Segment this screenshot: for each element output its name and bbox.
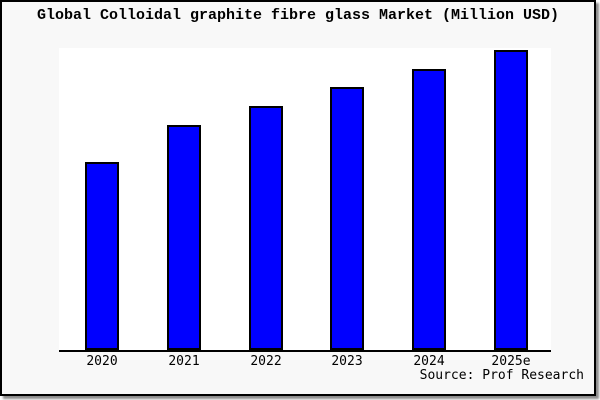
x-tick-label-2020: 2020 <box>86 354 118 369</box>
x-tick-label-2022: 2022 <box>250 354 282 369</box>
source-note: Source: Prof Research <box>419 368 584 383</box>
x-tick-label-2021: 2021 <box>168 354 200 369</box>
chart-title: Global Colloidal graphite fibre glass Ma… <box>36 7 560 24</box>
bar-2024 <box>412 69 446 350</box>
bar-2022 <box>249 106 283 350</box>
x-tick-label-2024: 2024 <box>413 354 445 369</box>
bar-2025e <box>494 50 528 350</box>
bar-2023 <box>330 87 364 350</box>
x-tick-label-2023: 2023 <box>331 354 363 369</box>
bar-2021 <box>167 125 201 350</box>
x-tick-label-2025e: 2025e <box>491 354 531 369</box>
plot-area <box>59 48 551 352</box>
bar-2020 <box>85 162 119 350</box>
